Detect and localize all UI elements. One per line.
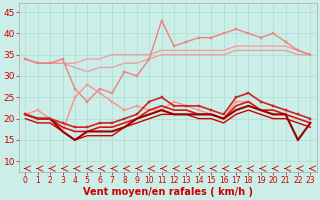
X-axis label: Vent moyen/en rafales ( km/h ): Vent moyen/en rafales ( km/h ) <box>83 187 253 197</box>
